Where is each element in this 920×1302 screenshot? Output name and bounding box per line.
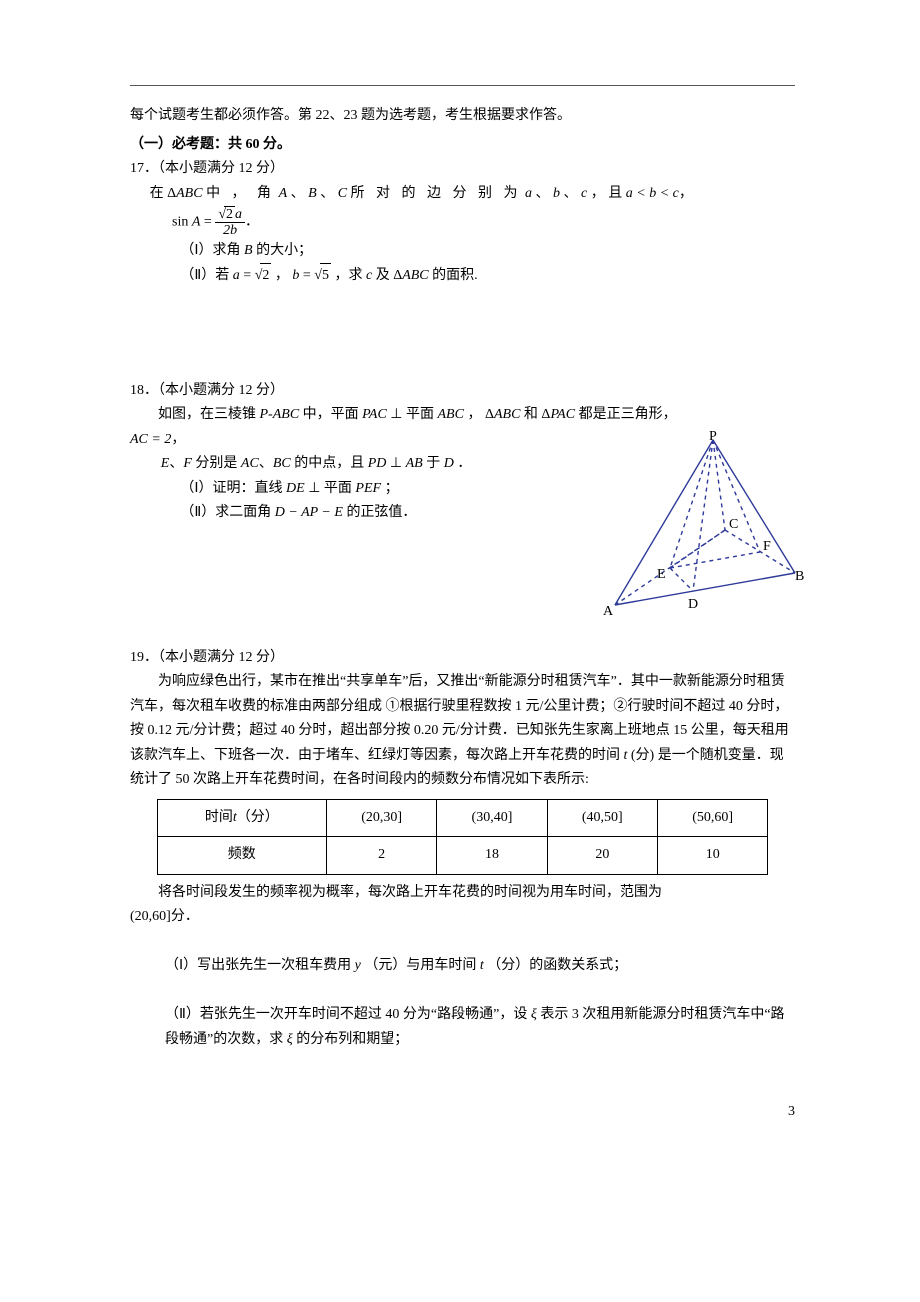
table-header-freq: 频数	[157, 837, 326, 875]
q17-header: 17．（本小题满分 12 分）	[130, 157, 795, 182]
q19-range: (20,60]分．	[130, 905, 795, 930]
figure-label-a: A	[603, 604, 614, 619]
page-number: 3	[788, 1100, 795, 1125]
side-c: c	[581, 186, 587, 201]
angle-b: B	[308, 186, 317, 201]
punct: ．	[245, 215, 259, 230]
q17-part1: （Ⅰ）求角 B 的大小；	[130, 239, 795, 264]
triangle-abc: ABC	[176, 186, 202, 201]
q18-figure: P A B C D E F	[595, 430, 805, 620]
q17-text: 所 对 的 边 分 别 为	[351, 186, 522, 201]
table-col: (50,60]	[657, 799, 767, 837]
q17-text: 中 ， 角	[206, 186, 275, 201]
side-b: b	[553, 186, 560, 201]
sin-arg: A	[192, 215, 201, 230]
table-row: 频数 2 18 20 10	[157, 837, 768, 875]
q18-line1: 如图，在三棱锥 P-ABC 中，平面 PAC ⊥ 平面 ABC ， ΔABC 和…	[130, 403, 795, 428]
table-col: (40,50]	[547, 799, 657, 837]
figure-label-p: P	[709, 430, 717, 444]
q17-text: ， 且	[591, 186, 623, 201]
sin: sin	[172, 215, 188, 230]
required-heading: （一）必考题：共 60 分。	[130, 133, 795, 158]
figure-label-b: B	[795, 569, 804, 584]
table-header-time: 时间t（分）	[157, 799, 326, 837]
table-cell: 10	[657, 837, 767, 875]
figure-label-d: D	[688, 597, 698, 612]
angle-a: A	[279, 186, 288, 201]
q19-header: 19．（本小题满分 12 分）	[130, 646, 795, 671]
side-a: a	[525, 186, 532, 201]
angle-c: C	[338, 186, 347, 201]
question-19: 19．（本小题满分 12 分） 为响应绿色出行，某市在推出“共享单车”后，又推出…	[130, 646, 795, 1053]
question-17: 17．（本小题满分 12 分） 在 ΔABC 中 ， 角 A 、 B 、 C 所…	[130, 157, 795, 289]
table-row: 时间t（分） (20,30] (30,40] (40,50] (50,60]	[157, 799, 768, 837]
table-cell: 20	[547, 837, 657, 875]
q19-part2: （Ⅱ）若张先生一次开车时间不超过 40 分为“路段畅通”，设 ξ 表示 3 次租…	[130, 1003, 795, 1052]
table-cell: 2	[326, 837, 436, 875]
inequality: a < b < c	[626, 186, 679, 201]
table-col: (30,40]	[437, 799, 547, 837]
q19-after-table: 将各时间段发生的频率视为概率，每次路上开车花费的时间视为用车时间，范围为	[130, 881, 795, 906]
q19-para: 为响应绿色出行，某市在推出“共享单车”后，又推出“新能源分时租赁汽车”．其中一款…	[130, 670, 795, 793]
q17-text: 在	[150, 186, 164, 201]
q18-header: 18．（本小题满分 12 分）	[130, 379, 795, 404]
fraction: √2a 2b	[215, 206, 245, 239]
frequency-table: 时间t（分） (20,30] (30,40] (40,50] (50,60] 频…	[157, 799, 769, 875]
table-col: (20,30]	[326, 799, 436, 837]
q19-part1: （Ⅰ）写出张先生一次租车费用 y （元）与用车时间 t （分）的函数关系式；	[130, 954, 795, 979]
punct: ，	[679, 186, 693, 201]
intro-line: 每个试题考生都必须作答。第 22、23 题为选考题，考生根据要求作答。	[130, 104, 795, 129]
figure-label-f: F	[763, 539, 771, 554]
q17-part2: （Ⅱ）若 a = √2 ， b = √5 ，求 c 及 ΔABC 的面积.	[130, 263, 795, 289]
figure-label-c: C	[729, 517, 738, 532]
table-cell: 18	[437, 837, 547, 875]
figure-label-e: E	[657, 567, 666, 582]
top-separator	[130, 85, 795, 86]
